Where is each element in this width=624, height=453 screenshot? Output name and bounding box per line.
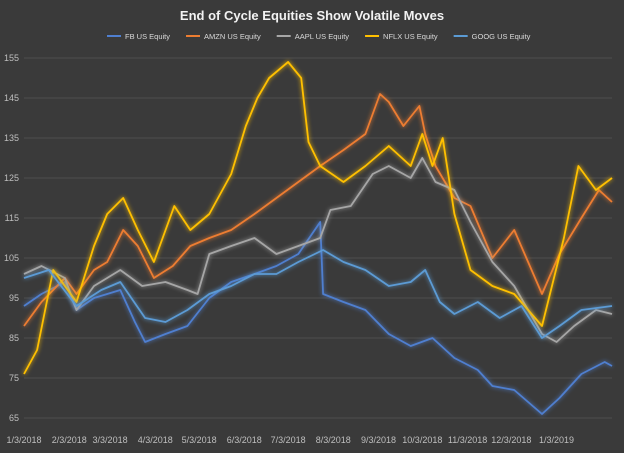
x-tick-label: 1/3/2019 xyxy=(539,435,574,445)
y-tick-label: 95 xyxy=(9,293,19,303)
x-axis-ticks: 1/3/2018 2/3/2018 3/3/2018 4/3/2018 5/3/2018… xyxy=(6,435,574,445)
chart-title: End of Cycle Equities Show Volatile Move… xyxy=(180,8,444,23)
y-axis-ticks: 65 75 85 95 105 115 125 135 145 155 xyxy=(4,53,19,423)
x-tick-label: 8/3/2018 xyxy=(316,435,351,445)
legend-label: GOOG US Equity xyxy=(472,32,531,41)
legend: FB US Equity AMZN US Equity AAPL US Equity… xyxy=(107,32,531,41)
x-tick-label: 3/3/2018 xyxy=(93,435,128,445)
series-line xyxy=(23,61,613,375)
x-tick-label: 10/3/2018 xyxy=(402,435,442,445)
y-tick-label: 125 xyxy=(4,173,19,183)
x-tick-label: 5/3/2018 xyxy=(182,435,217,445)
y-tick-label: 85 xyxy=(9,333,19,343)
x-tick-label: 1/3/2018 xyxy=(6,435,41,445)
x-tick-label: 11/3/2018 xyxy=(448,435,487,445)
legend-label: FB US Equity xyxy=(125,32,170,41)
x-tick-label: 7/3/2018 xyxy=(271,435,306,445)
series-line xyxy=(23,249,613,339)
y-tick-label: 75 xyxy=(9,373,19,383)
series-line xyxy=(23,221,613,415)
legend-label: AMZN US Equity xyxy=(204,32,261,41)
y-tick-label: 105 xyxy=(4,253,19,263)
legend-label: NFLX US Equity xyxy=(383,32,438,41)
x-tick-label: 6/3/2018 xyxy=(227,435,262,445)
y-tick-label: 135 xyxy=(4,133,19,143)
series-lines xyxy=(23,61,613,415)
series-line xyxy=(23,93,613,327)
grid-lines xyxy=(24,57,612,419)
series-line xyxy=(23,157,613,343)
y-tick-label: 145 xyxy=(4,93,19,103)
x-tick-label: 4/3/2018 xyxy=(138,435,173,445)
x-tick-label: 9/3/2018 xyxy=(361,435,396,445)
y-tick-label: 115 xyxy=(5,213,19,223)
y-tick-label: 65 xyxy=(9,413,19,423)
y-tick-label: 155 xyxy=(4,53,19,63)
legend-label: AAPL US Equity xyxy=(295,32,350,41)
x-tick-label: 2/3/2018 xyxy=(52,435,87,445)
x-tick-label: 12/3/2018 xyxy=(491,435,531,445)
